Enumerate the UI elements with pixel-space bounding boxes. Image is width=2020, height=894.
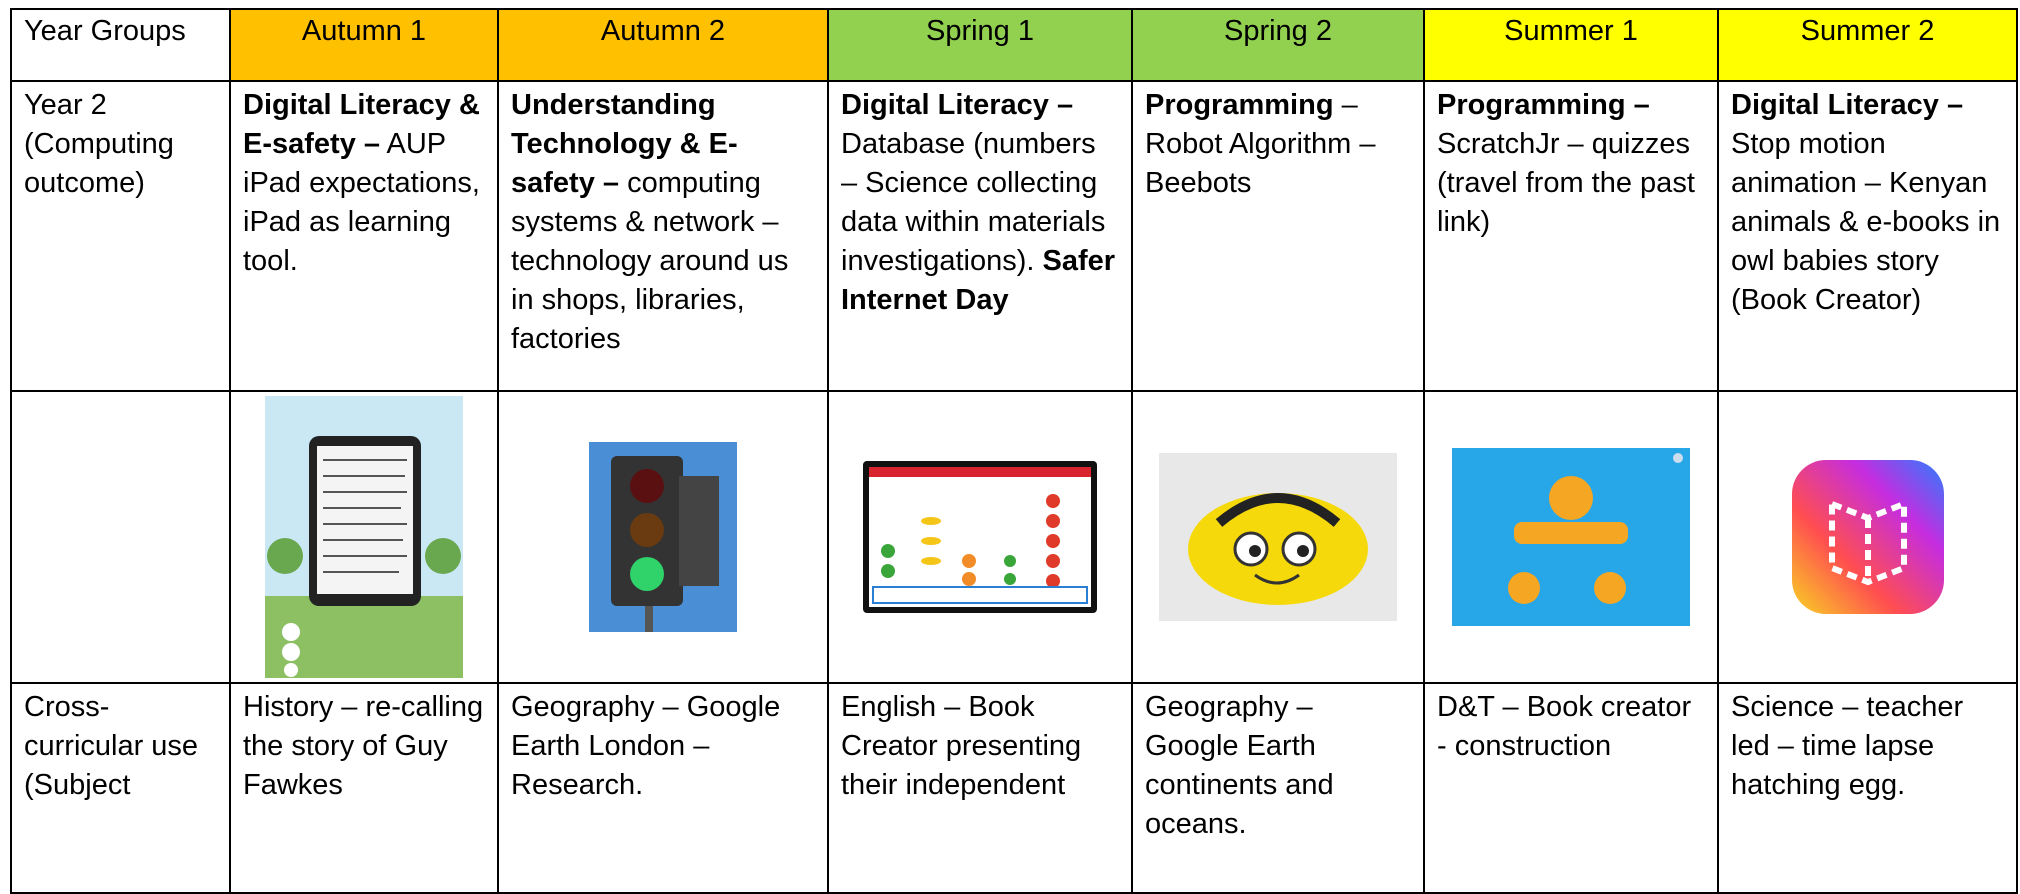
image-cell xyxy=(1423,390,1719,684)
text: Stop motion animation – Kenyan animals &… xyxy=(1731,128,2001,316)
traffic-light-photo xyxy=(589,442,737,632)
text: – Robot Algorithm – Beebots xyxy=(1145,89,1376,199)
cell: Digital Literacy – Stop motion animation… xyxy=(1717,80,2018,392)
image-cell xyxy=(1717,390,2018,684)
cell: Programming – ScratchJr – quizzes (trave… xyxy=(1423,80,1719,392)
header-cell: Year Groups xyxy=(10,8,231,82)
cell: Geography – Google Earth London – Resear… xyxy=(497,682,829,894)
empty-cell xyxy=(10,390,231,684)
cell: Geography – Google Earth continents and … xyxy=(1131,682,1425,894)
outcome-row: Year 2 (Computing outcome) Digital Litera… xyxy=(10,80,2018,392)
image-row xyxy=(10,390,2018,684)
text: computing systems & network – technology… xyxy=(511,167,789,355)
header-cell: Autumn 1 xyxy=(229,8,499,82)
cell: Science – teacher led – time lapse hatch… xyxy=(1717,682,2018,894)
header-cell: Summer 1 xyxy=(1423,8,1719,82)
text: Geography – Google Earth continents and … xyxy=(1145,691,1334,840)
book-creator-icon xyxy=(1791,460,1944,614)
text: ScratchJr – quizzes (travel from the pas… xyxy=(1437,128,1695,238)
cell: Digital Literacy – Database (numbers – S… xyxy=(827,80,1133,392)
bold-text: Programming xyxy=(1145,89,1334,121)
text: D&T – Book creator - construction xyxy=(1437,691,1692,762)
text: Science – teacher led – time lapse hatch… xyxy=(1731,691,1964,801)
header-cell: Summer 2 xyxy=(1717,8,2018,82)
database-screen xyxy=(863,461,1097,613)
header-row: Year Groups Autumn 1 Autumn 2 Spring 1 Sprin… xyxy=(10,8,2018,82)
bold-text: Understanding Technology & E-safety – xyxy=(511,89,738,199)
cell: D&T – Book creator - construction xyxy=(1423,682,1719,894)
text: AUP iPad expectations, iPad as learning … xyxy=(243,128,480,277)
image-cell xyxy=(827,390,1133,684)
image-cell xyxy=(229,390,499,684)
text: Geography – Google Earth London – Resear… xyxy=(511,691,781,801)
cross-curricular-row: Cross-curricular use (Subject History – r… xyxy=(10,682,2018,894)
scratchjr-screen xyxy=(1452,448,1690,626)
curriculum-table: Year Groups Autumn 1 Autumn 2 Spring 1 Sprin… xyxy=(10,8,2018,894)
cell: English – Book Creator presenting their … xyxy=(827,682,1133,894)
cell: Understanding Technology & E-safety – co… xyxy=(497,80,829,392)
text: History – re-calling the story of Guy Fa… xyxy=(243,691,484,801)
row-label: Year 2 (Computing outcome) xyxy=(10,80,231,392)
cell: Digital Literacy & E-safety – AUP iPad e… xyxy=(229,80,499,392)
page: Year Groups Autumn 1 Autumn 2 Spring 1 Sprin… xyxy=(10,8,2018,894)
image-cell xyxy=(497,390,829,684)
header-cell: Autumn 2 xyxy=(497,8,829,82)
image-cell xyxy=(1131,390,1425,684)
header-cell: Spring 1 xyxy=(827,8,1133,82)
bold-text: Digital Literacy – xyxy=(841,89,1074,121)
bold-text: Programming – xyxy=(1437,89,1650,121)
cell: History – re-calling the story of Guy Fa… xyxy=(229,682,499,894)
header-cell: Spring 2 xyxy=(1131,8,1425,82)
aup-poster xyxy=(265,396,463,678)
beebot-photo xyxy=(1159,453,1397,621)
bold-text: Safer Internet Day xyxy=(841,245,1116,316)
cell: Programming – Robot Algorithm – Beebots xyxy=(1131,80,1425,392)
text: Database (numbers – Science collecting d… xyxy=(841,128,1106,277)
row-label: Cross-curricular use (Subject xyxy=(10,682,231,894)
bold-text: Digital Literacy – xyxy=(1731,89,1964,121)
text: English – Book Creator presenting their … xyxy=(841,691,1082,801)
bold-text: Digital Literacy & E-safety – xyxy=(243,89,480,160)
